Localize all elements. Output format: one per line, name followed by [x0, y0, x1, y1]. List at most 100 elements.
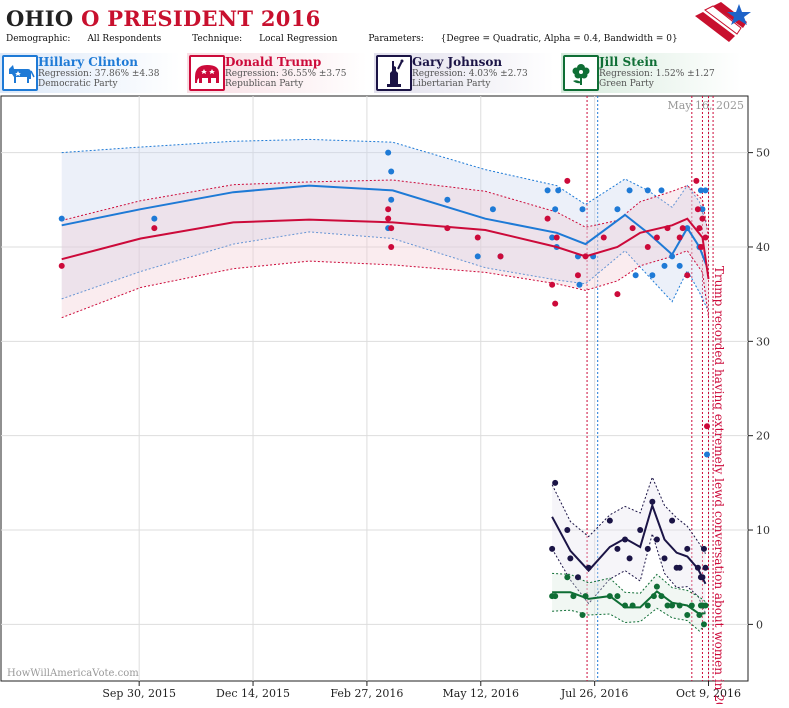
poll-point-stein [688, 602, 695, 609]
candidate-card-stein: Jill Stein Regression: 1.52% ±1.27 Green… [561, 53, 741, 93]
poll-point-trump [664, 225, 671, 232]
poll-point-trump [385, 215, 392, 222]
poll-point-johnson [552, 479, 559, 486]
poll-point-clinton [388, 168, 395, 175]
poll-point-stein [676, 602, 683, 609]
poll-point-johnson [702, 564, 709, 571]
poll-point-clinton [658, 187, 665, 194]
upper-bound-line-clinton [61, 138, 708, 227]
polling-chart: 0 10 20 30 40 50 Sep 30, 2015 Dec 14, 2015 Feb 2… [0, 95, 789, 708]
poll-point-johnson [661, 555, 668, 562]
poll-point-johnson [669, 517, 676, 524]
poll-point-clinton [704, 451, 711, 458]
poll-point-johnson [585, 564, 592, 571]
parameters-info: Parameters: {Degree = Quadratic, Alpha =… [368, 34, 691, 44]
y-tick-label-4: 40 [756, 241, 770, 254]
poll-point-stein [702, 602, 709, 609]
candidate-card-trump: Donald Trump Regression: 36.55% ±3.75 Re… [187, 53, 367, 93]
flower-icon [563, 55, 599, 91]
poll-point-trump [600, 234, 607, 241]
y-tick-label-5: 50 [756, 147, 770, 160]
donkey-icon [2, 55, 38, 91]
poll-point-stein [664, 602, 671, 609]
x-tick-label-5: Oct 9, 2016 [676, 687, 741, 700]
trend-line-trump [61, 217, 710, 280]
demographic-label: Demographic: [6, 34, 71, 44]
poll-point-trump [696, 225, 703, 232]
poll-point-trump [684, 272, 691, 279]
trend-line-clinton [61, 184, 708, 268]
poll-point-johnson [564, 527, 571, 534]
candidate-regression: Regression: 36.55% ±3.75 [225, 69, 347, 79]
poll-point-stein [644, 602, 651, 609]
demographic-value: All Respondents [87, 34, 162, 44]
poll-point-trump [553, 234, 560, 241]
poll-point-stein [552, 593, 559, 600]
x-tick-label-0: Sep 30, 2015 [102, 687, 176, 700]
poll-point-trump [549, 281, 556, 288]
confidence-band-trump [61, 180, 709, 318]
upper-bound-line-johnson [551, 475, 706, 554]
candidate-regression: Regression: 37.86% ±4.38 [38, 69, 160, 79]
poll-point-johnson [637, 527, 644, 534]
poll-point-clinton [385, 149, 392, 156]
poll-point-clinton [702, 187, 709, 194]
poll-point-johnson [622, 536, 629, 543]
lower-bound-line-trump [61, 250, 709, 319]
poll-point-trump [385, 206, 392, 213]
poll-point-johnson [676, 564, 683, 571]
candidate-legend: Hillary Clinton Regression: 37.86% ±4.38… [0, 53, 789, 93]
race-title: O PRESIDENT 2016 [81, 6, 321, 31]
poll-point-stein [658, 593, 665, 600]
y-tick-label-3: 30 [756, 335, 770, 348]
poll-point-clinton [388, 196, 395, 203]
x-tick-label-3: May 12, 2016 [443, 687, 520, 700]
poll-point-trump [574, 272, 581, 279]
x-tick-label-4: Jul 26, 2016 [560, 687, 629, 700]
poll-point-johnson [549, 545, 556, 552]
poll-point-johnson [606, 517, 613, 524]
poll-point-stein [700, 621, 707, 628]
poll-point-johnson [653, 536, 660, 543]
poll-point-clinton [699, 206, 706, 213]
candidate-party: Democratic Party [38, 79, 118, 89]
candidate-name: Donald Trump [225, 55, 322, 69]
confidence-band-johnson [552, 477, 706, 614]
poll-point-clinton [555, 187, 562, 194]
poll-point-trump [699, 215, 706, 222]
poll-point-clinton [644, 187, 651, 194]
poll-point-clinton [614, 206, 621, 213]
candidate-name: Hillary Clinton [38, 55, 138, 69]
poll-point-stein [629, 602, 636, 609]
candidate-party: Republican Party [225, 79, 304, 89]
poll-point-clinton [579, 206, 586, 213]
poll-point-stein [564, 574, 571, 581]
lower-bound-line-johnson [551, 531, 706, 614]
upper-bound-line-stein [552, 572, 706, 603]
demographic-info: Demographic: All Respondents [6, 34, 175, 44]
poll-point-trump [151, 225, 158, 232]
poll-point-clinton [151, 215, 158, 222]
poll-point-trump [644, 243, 651, 250]
candidate-card-johnson: Gary Johnson Regression: 4.03% ±2.73 Lib… [374, 53, 554, 93]
poll-point-johnson [626, 555, 633, 562]
upper-bound-line-trump [61, 179, 709, 238]
poll-point-trump [693, 177, 700, 184]
candidate-regression: Regression: 4.03% ±2.73 [412, 69, 528, 79]
poll-point-trump [694, 206, 701, 213]
page-title: OHIO O PRESIDENT 2016 [6, 6, 321, 31]
poll-point-trump [702, 234, 709, 241]
trend-line-johnson [551, 502, 707, 585]
candidate-party: Green Party [599, 79, 654, 89]
poll-point-trump [697, 243, 704, 250]
poll-point-stein [606, 593, 613, 600]
poll-point-clinton [474, 253, 481, 260]
poll-point-stein [650, 593, 657, 600]
poll-point-clinton [669, 253, 676, 260]
poll-point-johnson [649, 498, 656, 505]
technique-label: Technique: [192, 34, 243, 44]
confidence-band-stein [552, 573, 706, 631]
chart-svg: 0 10 20 30 40 50 Sep 30, 2015 Dec 14, 2015 Feb 2… [0, 95, 770, 708]
poll-point-trump [564, 177, 571, 184]
poll-point-clinton [661, 262, 668, 269]
